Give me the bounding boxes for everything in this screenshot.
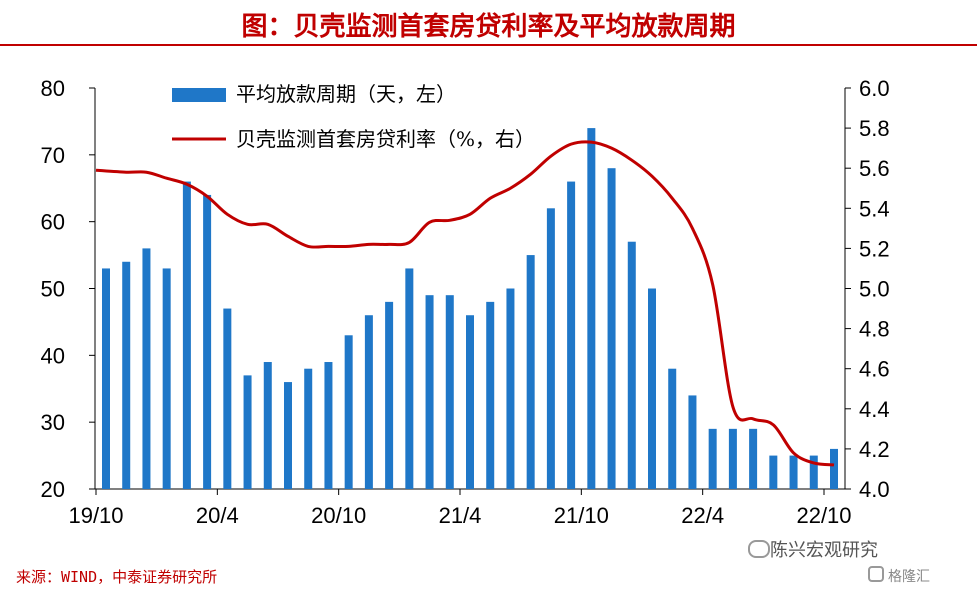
right-tick-label: 5.2: [859, 236, 890, 261]
bar: [567, 181, 576, 490]
bar: [122, 261, 131, 489]
watermark-text: 陈兴宏观研究: [770, 540, 878, 561]
bar: [749, 428, 758, 489]
bar: [263, 362, 272, 489]
legend-bar-swatch: [172, 88, 226, 102]
legend-line-label: 贝壳监测首套房贷利率（%，右）: [236, 127, 535, 151]
bar: [324, 362, 333, 489]
bar: [809, 455, 818, 489]
left-tick-label: 40: [41, 343, 65, 368]
bar: [688, 395, 697, 489]
gelonghui-logo-icon: [868, 566, 884, 582]
line-series-layer: [95, 140, 835, 467]
chart-title: 图：贝壳监测首套房贷利率及平均放款周期: [241, 12, 736, 42]
bar: [728, 428, 737, 489]
bar: [648, 288, 656, 489]
left-tick-label: 20: [41, 477, 65, 502]
x-tick-label: 20/10: [311, 503, 366, 528]
rate-line: [95, 140, 835, 467]
bar: [445, 295, 454, 489]
bar: [425, 295, 434, 489]
bar: [587, 128, 596, 489]
title-divider: [0, 44, 977, 46]
right-tick-label: 6.0: [859, 76, 890, 101]
left-tick-label: 50: [41, 277, 65, 302]
bar: [344, 335, 353, 489]
watermark-logo-text: 格隆汇: [888, 569, 930, 585]
bar: [789, 455, 798, 489]
left-tick-label: 30: [41, 410, 65, 435]
legend: 平均放款周期（天，左） 贝壳监测首套房贷利率（%，右）: [172, 82, 535, 151]
bar: [203, 194, 212, 489]
left-tick-label: 60: [41, 210, 65, 235]
source-note: 来源：WIND，中泰证券研究所: [16, 568, 218, 586]
bar: [607, 168, 616, 489]
x-tick-label: 21/4: [439, 503, 482, 528]
bar: [304, 368, 313, 489]
left-tick-label: 80: [41, 76, 65, 101]
bar: [385, 301, 394, 489]
bar: [466, 315, 474, 489]
bar: [364, 315, 373, 489]
x-tick-label: 19/10: [68, 503, 123, 528]
bar: [162, 268, 171, 489]
bar: [142, 248, 151, 489]
bar: [405, 268, 414, 489]
bar: [182, 181, 191, 490]
bar: [486, 301, 495, 489]
bar: [243, 375, 252, 489]
left-tick-label: 70: [41, 143, 65, 168]
right-tick-label: 5.8: [859, 116, 890, 141]
x-tick-label: 21/10: [554, 503, 609, 528]
bar: [769, 455, 778, 489]
right-tick-label: 4.4: [859, 397, 890, 422]
bar: [506, 288, 515, 489]
x-tick-label: 20/4: [196, 503, 239, 528]
right-tick-label: 4.2: [859, 437, 890, 462]
x-tick-label: 22/4: [681, 503, 724, 528]
bar: [102, 268, 110, 489]
legend-bar-label: 平均放款周期（天，左）: [236, 82, 456, 106]
x-tick-label: 22/10: [796, 503, 851, 528]
bar: [668, 368, 677, 489]
right-tick-label: 4.8: [859, 317, 890, 342]
right-tick-label: 5.0: [859, 277, 890, 302]
wechat-icon: [748, 540, 770, 558]
bar: [526, 255, 535, 489]
bar: [223, 308, 232, 489]
bar-series-layer: [102, 128, 838, 490]
bar: [708, 428, 717, 489]
bar: [284, 382, 292, 489]
right-tick-label: 5.6: [859, 156, 890, 181]
tick-label-layer: 80 70 60 50 40 30 20 6.0 5.8 5.6 5.4 5.2 5.0 4.8 4.6 4.…: [41, 76, 890, 528]
right-tick-label: 4.6: [859, 357, 890, 382]
right-tick-label: 4.0: [859, 477, 890, 502]
bar: [627, 241, 636, 489]
bar: [830, 448, 838, 489]
right-tick-label: 5.4: [859, 196, 890, 221]
bar: [546, 208, 555, 490]
